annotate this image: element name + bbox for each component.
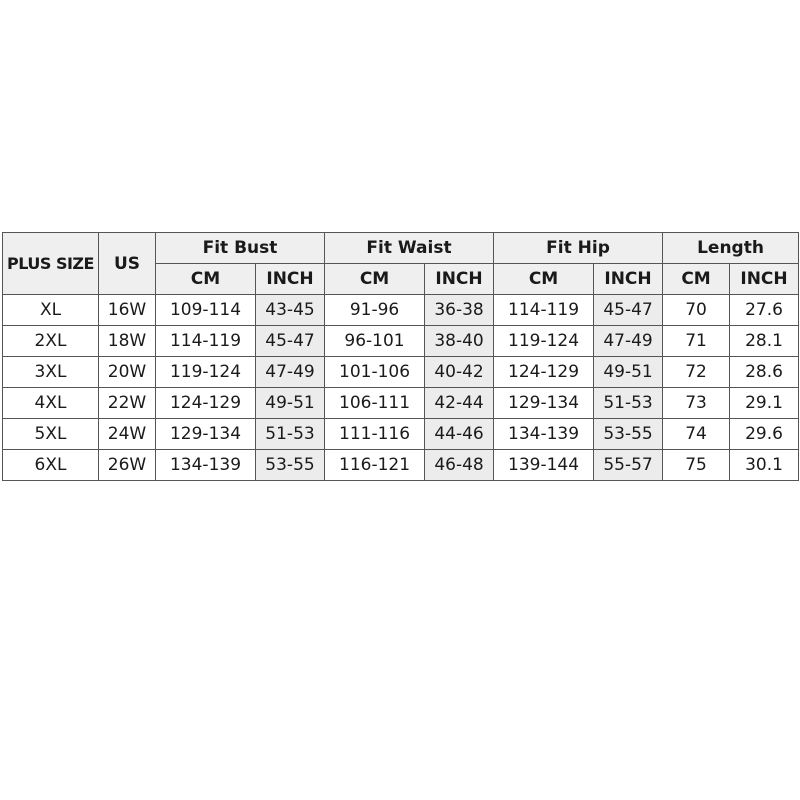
cell-length-cm: 71 bbox=[662, 325, 731, 357]
header-hip-inch: INCH bbox=[593, 263, 664, 295]
cell-length-inch: 29.1 bbox=[729, 387, 800, 419]
cell-us: 20W bbox=[98, 356, 156, 388]
cell-waist-cm: 101-106 bbox=[324, 356, 426, 388]
header-fit-hip: Fit Hip bbox=[493, 232, 664, 264]
cell-size: 3XL bbox=[2, 356, 99, 388]
cell-length-inch: 28.1 bbox=[729, 325, 800, 357]
cell-waist-cm: 116-121 bbox=[324, 449, 426, 481]
cell-hip-inch: 55-57 bbox=[593, 449, 664, 481]
cell-waist-inch: 44-46 bbox=[424, 418, 495, 450]
header-row-groups: PLUS SIZE US Fit Bust Fit Waist Fit Hip … bbox=[2, 232, 800, 295]
cell-bust-cm: 129-134 bbox=[155, 418, 256, 450]
cell-bust-cm: 114-119 bbox=[155, 325, 256, 357]
cell-us: 24W bbox=[98, 418, 156, 450]
cell-hip-inch: 47-49 bbox=[593, 325, 664, 357]
table-row: 6XL 26W 134-139 53-55 116-121 46-48 139-144 55-… bbox=[2, 449, 800, 481]
cell-bust-cm: 119-124 bbox=[155, 356, 256, 388]
cell-hip-cm: 114-119 bbox=[493, 294, 595, 326]
cell-hip-inch: 49-51 bbox=[593, 356, 664, 388]
cell-hip-cm: 119-124 bbox=[493, 325, 595, 357]
cell-waist-cm: 96-101 bbox=[324, 325, 426, 357]
header-bust-cm: CM bbox=[155, 263, 256, 295]
cell-length-inch: 28.6 bbox=[729, 356, 800, 388]
cell-size: 5XL bbox=[2, 418, 99, 450]
header-us: US bbox=[98, 232, 156, 295]
cell-waist-inch: 38-40 bbox=[424, 325, 495, 357]
cell-us: 18W bbox=[98, 325, 156, 357]
header-length-inch: INCH bbox=[729, 263, 800, 295]
cell-bust-cm: 134-139 bbox=[155, 449, 256, 481]
cell-hip-inch: 51-53 bbox=[593, 387, 664, 419]
cell-size: 6XL bbox=[2, 449, 99, 481]
cell-bust-cm: 124-129 bbox=[155, 387, 256, 419]
header-plus-size: PLUS SIZE bbox=[2, 232, 99, 295]
cell-waist-inch: 42-44 bbox=[424, 387, 495, 419]
cell-waist-cm: 111-116 bbox=[324, 418, 426, 450]
cell-hip-inch: 45-47 bbox=[593, 294, 664, 326]
cell-length-cm: 75 bbox=[662, 449, 731, 481]
header-fit-waist: Fit Waist bbox=[324, 232, 495, 264]
cell-bust-inch: 43-45 bbox=[254, 294, 326, 326]
cell-waist-inch: 36-38 bbox=[424, 294, 495, 326]
header-bust-inch: INCH bbox=[254, 263, 326, 295]
cell-hip-cm: 134-139 bbox=[493, 418, 595, 450]
cell-length-cm: 72 bbox=[662, 356, 731, 388]
cell-us: 16W bbox=[98, 294, 156, 326]
cell-waist-cm: 106-111 bbox=[324, 387, 426, 419]
table-row: 4XL 22W 124-129 49-51 106-111 42-44 129-134 51-… bbox=[2, 387, 800, 419]
table-row: 3XL 20W 119-124 47-49 101-106 40-42 124-129 49-… bbox=[2, 356, 800, 388]
cell-bust-inch: 53-55 bbox=[254, 449, 326, 481]
cell-length-inch: 29.6 bbox=[729, 418, 800, 450]
header-row-units: CM INCH CM INCH CM INCH CM INCH bbox=[3, 263, 800, 295]
table-row: XL 16W 109-114 43-45 91-96 36-38 114-119 45-47 7… bbox=[2, 294, 800, 326]
header-fit-bust: Fit Bust bbox=[154, 232, 326, 264]
cell-bust-inch: 45-47 bbox=[254, 325, 326, 357]
cell-length-cm: 70 bbox=[662, 294, 731, 326]
size-chart-table: PLUS SIZE US Fit Bust Fit Waist Fit Hip … bbox=[2, 232, 800, 481]
cell-hip-cm: 129-134 bbox=[493, 387, 595, 419]
cell-bust-inch: 51-53 bbox=[254, 418, 326, 450]
header-length-cm: CM bbox=[662, 263, 731, 295]
cell-size: 2XL bbox=[2, 325, 99, 357]
cell-length-inch: 27.6 bbox=[729, 294, 800, 326]
header-waist-inch: INCH bbox=[424, 263, 495, 295]
cell-bust-cm: 109-114 bbox=[155, 294, 256, 326]
cell-waist-cm: 91-96 bbox=[324, 294, 426, 326]
cell-hip-inch: 53-55 bbox=[593, 418, 664, 450]
header-hip-cm: CM bbox=[493, 263, 595, 295]
cell-us: 22W bbox=[98, 387, 156, 419]
cell-size: XL bbox=[2, 294, 99, 326]
cell-waist-inch: 46-48 bbox=[424, 449, 495, 481]
table-row: 2XL 18W 114-119 45-47 96-101 38-40 119-124 47-4… bbox=[2, 325, 800, 357]
header-waist-cm: CM bbox=[324, 263, 426, 295]
cell-length-cm: 74 bbox=[662, 418, 731, 450]
cell-waist-inch: 40-42 bbox=[424, 356, 495, 388]
cell-bust-inch: 47-49 bbox=[254, 356, 326, 388]
cell-bust-inch: 49-51 bbox=[254, 387, 326, 419]
cell-length-cm: 73 bbox=[662, 387, 731, 419]
cell-us: 26W bbox=[98, 449, 156, 481]
cell-size: 4XL bbox=[2, 387, 99, 419]
cell-hip-cm: 139-144 bbox=[493, 449, 595, 481]
cell-hip-cm: 124-129 bbox=[493, 356, 595, 388]
header-length: Length bbox=[662, 232, 800, 264]
table-row: 5XL 24W 129-134 51-53 111-116 44-46 134-139 53-… bbox=[2, 418, 800, 450]
cell-length-inch: 30.1 bbox=[729, 449, 800, 481]
